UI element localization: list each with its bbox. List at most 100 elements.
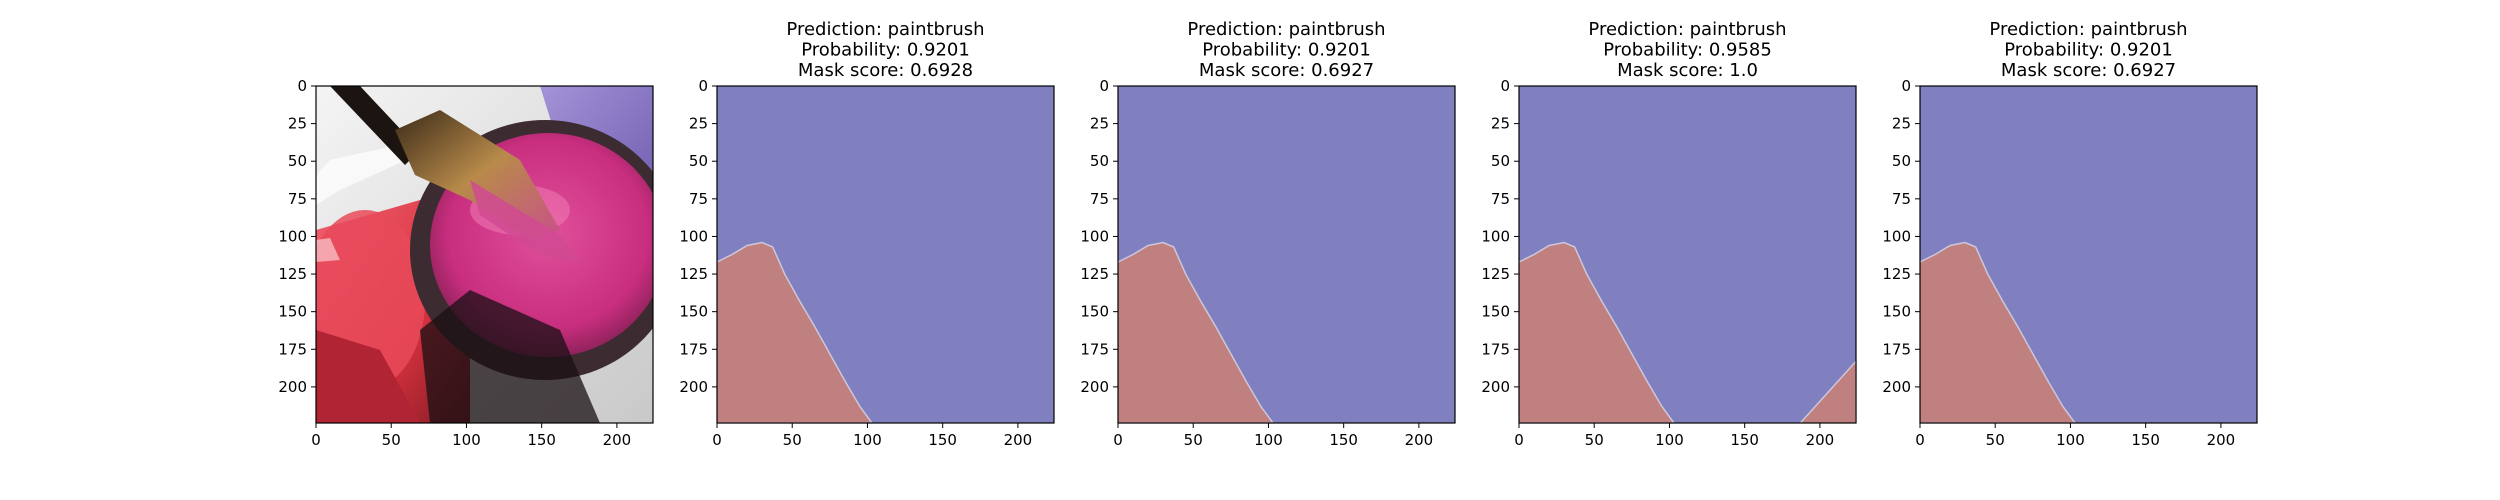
y-tick-label: 100: [1080, 227, 1109, 245]
y-tick-label: 100: [679, 227, 708, 245]
x-tick-label: 0: [1113, 431, 1123, 449]
panel-title-line: Prediction: paintbrush: [1187, 19, 1385, 40]
x-tick-label: 50: [783, 431, 802, 449]
y-tick-label: 100: [1882, 227, 1911, 245]
y-tick-label: 150: [1080, 303, 1109, 321]
y-tick-label: 75: [1090, 190, 1109, 208]
y-tick-label: 0: [1099, 77, 1109, 95]
axes-layer: 0 25 50 75 100 125 150 175 200 0 50 100 150 200 0 25 50 7…: [278, 19, 2235, 449]
y-tick-label: 175: [278, 340, 307, 358]
axes-panel-2: 0 25 50 75 100 125 150 175 200 0 50 100 150 200 Predic…: [1080, 19, 1433, 449]
y-tick-label: 125: [679, 265, 708, 283]
y-tick-label: 25: [689, 115, 708, 133]
panel-title-line: Mask score: 1.0: [1617, 60, 1758, 81]
x-tick-label: 100: [1655, 431, 1684, 449]
mask-panel-1: [716, 85, 1055, 424]
x-tick-label: 200: [1806, 431, 1835, 449]
axes-panel-4: 0 25 50 75 100 125 150 175 200 0 50 100 150 200 Predic…: [1882, 19, 2235, 449]
masked-region-0: [1118, 242, 1273, 423]
y-tick-label: 175: [679, 340, 708, 358]
mask-frame: [1518, 85, 1857, 424]
y-tick-label: 75: [288, 190, 307, 208]
mask-edge-0: [1919, 241, 2077, 424]
panel-title-line: Probability: 0.9201: [2004, 40, 2173, 61]
paintbrush-photo: [316, 86, 653, 423]
y-tick-label: 200: [1882, 378, 1911, 396]
y-tick-label: 50: [1491, 152, 1510, 170]
x-tick-label: 100: [452, 431, 481, 449]
photo-panel: [315, 85, 654, 424]
panel-title-line: Mask score: 0.6927: [2001, 60, 2176, 81]
x-tick-label: 50: [1585, 431, 1604, 449]
x-tick-label: 100: [2056, 431, 2085, 449]
y-tick-label: 75: [689, 190, 708, 208]
x-tick-label: 200: [1004, 431, 1033, 449]
y-tick-label: 125: [1481, 265, 1510, 283]
x-tick-label: 0: [712, 431, 722, 449]
panel-title-line: Probability: 0.9201: [801, 40, 970, 61]
axes-panel-1: 0 25 50 75 100 125 150 175 200 0 50 100 150 200 Predic…: [679, 19, 1032, 449]
y-tick-label: 25: [1892, 115, 1911, 133]
y-tick-label: 200: [1481, 378, 1510, 396]
y-tick-label: 150: [278, 303, 307, 321]
panel-title-line: Mask score: 0.6927: [1199, 60, 1374, 81]
y-tick-label: 50: [689, 152, 708, 170]
mask-panel-4: [1919, 85, 2258, 424]
x-tick-label: 0: [311, 431, 321, 449]
mask-panel-3: [1518, 85, 1857, 424]
y-tick-label: 150: [1882, 303, 1911, 321]
mask-frame: [1117, 85, 1456, 424]
x-tick-label: 150: [928, 431, 957, 449]
y-tick-label: 25: [1090, 115, 1109, 133]
y-tick-label: 50: [288, 152, 307, 170]
x-tick-label: 200: [603, 431, 632, 449]
masked-region-0: [1519, 242, 1674, 423]
y-tick-label: 150: [679, 303, 708, 321]
x-tick-label: 0: [1514, 431, 1524, 449]
y-tick-label: 200: [1080, 378, 1109, 396]
mask-frame: [716, 85, 1055, 424]
y-tick-label: 125: [1882, 265, 1911, 283]
y-tick-label: 75: [1491, 190, 1510, 208]
panel-title-line: Mask score: 0.6928: [798, 60, 973, 81]
y-tick-label: 100: [278, 227, 307, 245]
axes-panel-3: 0 25 50 75 100 125 150 175 200 0 50 100 150 200 Predic…: [1481, 19, 1834, 449]
y-tick-label: 25: [1491, 115, 1510, 133]
y-tick-label: 100: [1481, 227, 1510, 245]
y-tick-label: 125: [278, 265, 307, 283]
y-tick-label: 0: [1500, 77, 1510, 95]
y-tick-label: 175: [1882, 340, 1911, 358]
x-tick-label: 200: [2207, 431, 2236, 449]
y-tick-label: 50: [1892, 152, 1911, 170]
masked-region-0: [717, 242, 872, 423]
x-tick-label: 150: [1329, 431, 1358, 449]
y-tick-label: 125: [1080, 265, 1109, 283]
x-tick-label: 200: [1405, 431, 1434, 449]
y-tick-label: 75: [1892, 190, 1911, 208]
x-tick-label: 150: [1730, 431, 1759, 449]
y-tick-label: 0: [698, 77, 708, 95]
masked-region-0: [1920, 242, 2075, 423]
y-tick-label: 0: [297, 77, 307, 95]
x-tick-label: 100: [853, 431, 882, 449]
panel-title-line: Probability: 0.9585: [1603, 40, 1772, 61]
mask-edge-0: [1518, 241, 1676, 424]
photo-frame: [315, 85, 654, 424]
y-tick-label: 175: [1080, 340, 1109, 358]
x-tick-label: 150: [527, 431, 556, 449]
x-tick-label: 50: [382, 431, 401, 449]
y-tick-label: 50: [1090, 152, 1109, 170]
mask-frame: [1919, 85, 2258, 424]
y-tick-label: 25: [288, 115, 307, 133]
panel-title-line: Prediction: paintbrush: [1989, 19, 2187, 40]
axes-panel-0: 0 25 50 75 100 125 150 175 200 0 50 100 150 200: [278, 77, 631, 449]
panel-title-line: Prediction: paintbrush: [1588, 19, 1786, 40]
y-tick-label: 150: [1481, 303, 1510, 321]
y-tick-label: 200: [679, 378, 708, 396]
x-tick-label: 0: [1915, 431, 1925, 449]
panel-title-line: Prediction: paintbrush: [786, 19, 984, 40]
mask-edge-0: [1117, 241, 1275, 424]
y-tick-label: 200: [278, 378, 307, 396]
x-tick-label: 100: [1254, 431, 1283, 449]
